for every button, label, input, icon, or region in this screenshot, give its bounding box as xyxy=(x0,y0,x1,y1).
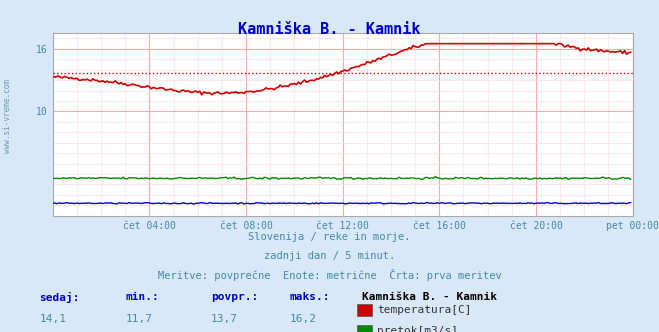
Text: Kamniška B. - Kamnik: Kamniška B. - Kamnik xyxy=(362,292,498,302)
Text: pretok[m3/s]: pretok[m3/s] xyxy=(377,326,458,332)
Text: sedaj:: sedaj: xyxy=(40,292,80,303)
Text: www.si-vreme.com: www.si-vreme.com xyxy=(3,79,13,153)
Text: zadnji dan / 5 minut.: zadnji dan / 5 minut. xyxy=(264,251,395,261)
Text: 11,7: 11,7 xyxy=(125,314,152,324)
Text: min.:: min.: xyxy=(125,292,159,302)
Bar xyxy=(357,325,372,332)
Text: povpr.:: povpr.: xyxy=(211,292,258,302)
Text: Kamniška B. - Kamnik: Kamniška B. - Kamnik xyxy=(239,22,420,37)
Text: Meritve: povprečne  Enote: metrične  Črta: prva meritev: Meritve: povprečne Enote: metrične Črta:… xyxy=(158,269,501,281)
Bar xyxy=(357,304,372,316)
Text: Slovenija / reke in morje.: Slovenija / reke in morje. xyxy=(248,232,411,242)
Text: 14,1: 14,1 xyxy=(40,314,67,324)
Text: 16,2: 16,2 xyxy=(290,314,317,324)
Text: 13,7: 13,7 xyxy=(211,314,238,324)
Text: maks.:: maks.: xyxy=(290,292,330,302)
Text: temperatura[C]: temperatura[C] xyxy=(377,305,471,315)
